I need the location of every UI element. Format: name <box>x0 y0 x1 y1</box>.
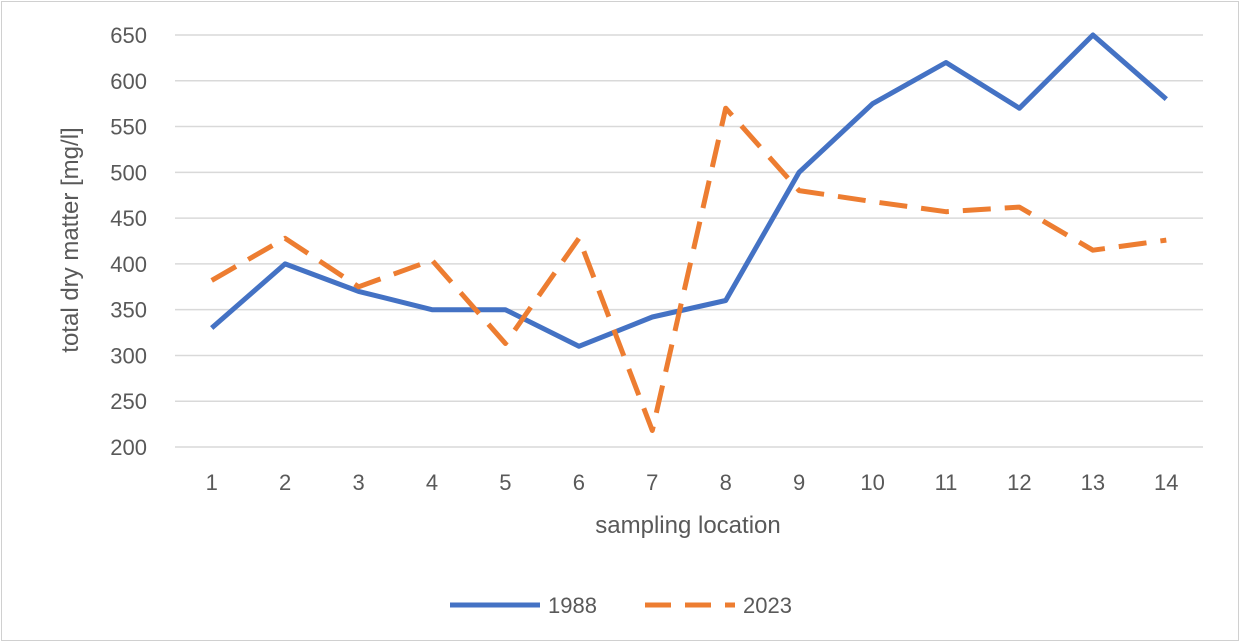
legend-label-2023: 2023 <box>743 593 792 618</box>
x-tick-label: 14 <box>1154 470 1178 495</box>
y-tick-label: 350 <box>110 298 147 323</box>
y-tick-label: 400 <box>110 252 147 277</box>
x-tick-label: 8 <box>720 470 732 495</box>
legend-label-1988: 1988 <box>548 593 597 618</box>
x-tick-label: 4 <box>426 470 438 495</box>
x-tick-label: 10 <box>860 470 884 495</box>
x-tick-label: 11 <box>935 470 958 495</box>
y-tick-label: 550 <box>110 115 147 140</box>
y-axis-ticks: 200 250 300 350 400 450 500 550 600 650 <box>110 23 147 460</box>
legend: 1988 2023 <box>450 593 792 618</box>
y-tick-label: 450 <box>110 206 147 231</box>
y-tick-label: 500 <box>110 160 147 185</box>
x-tick-label: 3 <box>352 470 364 495</box>
y-tick-label: 650 <box>110 23 147 48</box>
x-tick-label: 7 <box>646 470 658 495</box>
series-lines <box>210 32 1168 433</box>
y-tick-label: 200 <box>110 435 147 460</box>
x-tick-label: 5 <box>499 470 511 495</box>
series-line-1988 <box>210 32 1168 349</box>
x-axis-ticks: 1 2 3 4 5 6 7 8 9 10 11 12 13 14 <box>206 470 1179 495</box>
y-axis-title: total dry matter [mg/l] <box>57 127 84 352</box>
x-tick-label: 6 <box>573 470 585 495</box>
gridlines <box>175 34 1203 448</box>
x-axis-title: sampling location <box>595 512 780 539</box>
y-tick-label: 300 <box>110 343 147 368</box>
x-tick-label: 13 <box>1081 470 1105 495</box>
x-tick-label: 12 <box>1007 470 1031 495</box>
y-tick-label: 600 <box>110 69 147 94</box>
x-tick-label: 9 <box>793 470 805 495</box>
x-tick-label: 2 <box>279 470 291 495</box>
series-line-2023 <box>210 105 1167 433</box>
x-tick-label: 1 <box>206 470 218 495</box>
y-tick-label: 250 <box>110 389 147 414</box>
